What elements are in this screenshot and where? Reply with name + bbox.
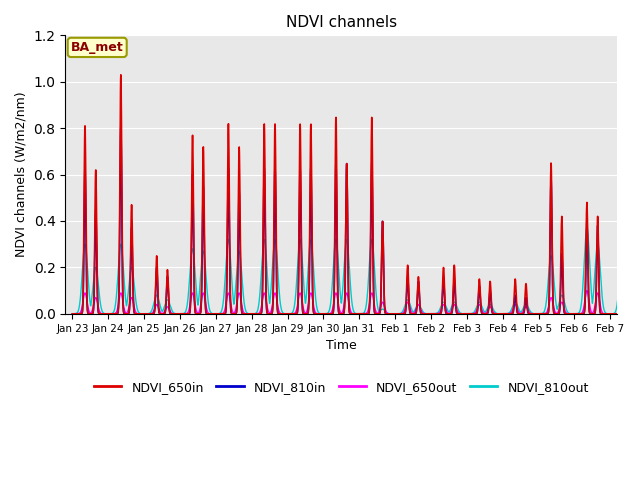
Text: BA_met: BA_met <box>71 41 124 54</box>
X-axis label: Time: Time <box>326 339 356 352</box>
Y-axis label: NDVI channels (W/m2/nm): NDVI channels (W/m2/nm) <box>15 92 28 257</box>
Title: NDVI channels: NDVI channels <box>286 15 397 30</box>
Legend: NDVI_650in, NDVI_810in, NDVI_650out, NDVI_810out: NDVI_650in, NDVI_810in, NDVI_650out, NDV… <box>89 376 594 399</box>
